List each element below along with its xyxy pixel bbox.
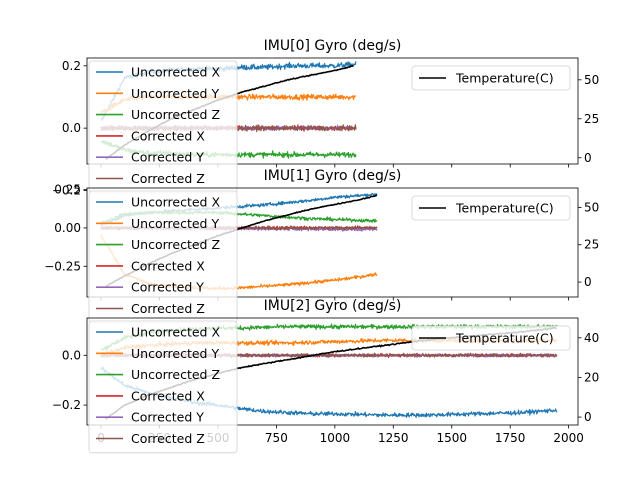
legend-label-corrected-x: Corrected X [131,258,205,273]
legend: Uncorrected X Uncorrected Y Uncorrected Z C… [88,60,238,194]
y2-tick-label: 25 [584,112,599,126]
x-tick-label: 1750 [495,431,526,445]
y2-tick-label: 50 [584,200,599,214]
legend-label-corrected-y: Corrected Y [131,150,204,165]
x-tick-label: 1000 [320,431,351,445]
legend-label-uncorrected-x: Uncorrected X [131,325,220,340]
y2-tick-label: 0 [584,275,592,289]
x-tick-label: 750 [265,431,288,445]
y-tick-label: 0.25 [54,183,81,197]
legend-box [411,195,571,221]
legend-label-uncorrected-x: Uncorrected X [131,65,220,80]
y2-tick-label: 0 [584,410,592,424]
legend-label-uncorrected-y: Uncorrected Y [131,346,219,361]
legend-secondary: Temperature(C) [411,65,571,91]
y-tick-label: 0.0 [62,348,81,362]
y2-tick-label: 20 [584,370,599,384]
legend-box [88,320,238,454]
y2-tick-label: 25 [584,238,599,252]
y2-tick-label: 40 [584,331,599,345]
legend-label-corrected-x: Corrected X [131,388,205,403]
y2-tick-label: 0 [584,151,592,165]
y-tick-label: −0.25 [44,259,81,273]
y-tick-label: −0.2 [52,398,81,412]
y-tick-label: 0.2 [62,59,81,73]
legend-label-corrected-z: Corrected Z [131,301,205,316]
legend-label-uncorrected-y: Uncorrected Y [131,216,219,231]
legend: Uncorrected X Uncorrected Y Uncorrected Z C… [88,190,238,324]
legend-label-uncorrected-y: Uncorrected Y [131,86,219,101]
axes-frame [86,57,579,165]
legend: Uncorrected X Uncorrected Y Uncorrected Z C… [88,320,238,454]
subplot-title: IMU[1] Gyro (deg/s) [264,168,402,184]
subplot-title: IMU[0] Gyro (deg/s) [264,38,402,54]
legend-box [411,65,571,91]
x-tick-label: 2000 [553,431,584,445]
legend-label-uncorrected-x: Uncorrected X [131,195,220,210]
legend-label-corrected-y: Corrected Y [131,410,204,425]
y-tick-label: −0.2 [52,184,81,198]
subplot-title: IMU[2] Gyro (deg/s) [264,298,402,314]
legend-secondary: Temperature(C) [411,325,571,351]
subplot-0: −0.2 0.0 0.2 0 25 50 IMU[0] Gyro (deg/s) Uncorr… [52,38,599,198]
y2-tick-label: 50 [584,73,599,87]
legend-label-corrected-z: Corrected Z [131,171,205,186]
y-tick-label: 0.00 [54,221,81,235]
x-tick-label: 1500 [436,431,467,445]
subplot-2: 025050075010001250150017502000−0.20.0020… [52,298,599,454]
legend-label-uncorrected-z: Uncorrected Z [131,237,220,252]
subplot-1: −0.25 0.00 0.25 0 25 50 IMU[1] Gyro (deg/s) Unc… [44,168,599,324]
legend-label-corrected-x: Corrected X [131,128,205,143]
legend-box [411,325,571,351]
legend-label-uncorrected-z: Uncorrected Z [131,367,220,382]
x-tick-label: 1250 [378,431,409,445]
legend-label-corrected-y: Corrected Y [131,280,204,295]
legend-label-corrected-z: Corrected Z [131,431,205,446]
legend-label-temperature-c: Temperature(C) [455,331,554,346]
legend-label-temperature-c: Temperature(C) [455,71,554,86]
legend-label-uncorrected-z: Uncorrected Z [131,107,220,122]
legend-secondary: Temperature(C) [411,195,571,221]
axes-frame [86,317,579,426]
y-tick-label: 0.0 [62,121,81,135]
axes-frame [86,187,579,298]
legend-label-temperature-c: Temperature(C) [455,201,554,216]
